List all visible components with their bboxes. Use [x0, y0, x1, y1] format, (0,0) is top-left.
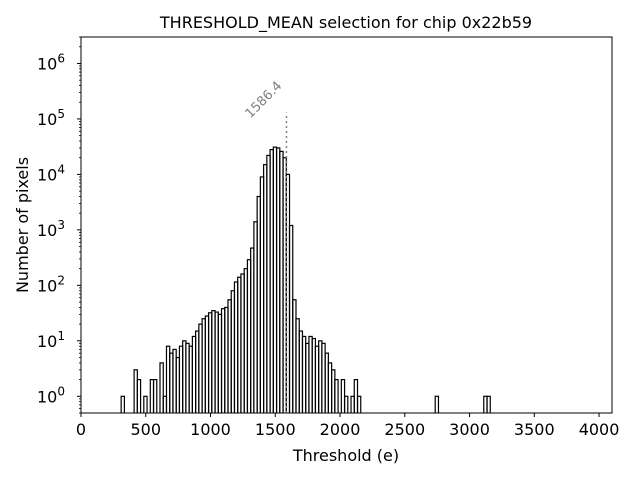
histogram-bin	[483, 395, 488, 413]
x-tick-label: 3500	[514, 420, 555, 439]
x-tick-label: 3000	[449, 420, 490, 439]
y-tick-label: 100	[37, 384, 65, 406]
histogram-bin	[120, 395, 125, 413]
histogram-bars	[120, 146, 491, 413]
histogram-bin	[434, 395, 440, 413]
y-tick-label: 101	[37, 329, 65, 351]
x-tick-label: 500	[130, 420, 161, 439]
histogram-bin	[334, 379, 339, 413]
x-tick-label: 1500	[255, 420, 296, 439]
x-tick-label: 0	[76, 420, 86, 439]
histogram-bin	[350, 395, 355, 413]
histogram-bin	[486, 395, 491, 413]
y-tick-label: 103	[37, 218, 65, 240]
y-tick-label: 105	[37, 107, 65, 129]
histogram-bin	[143, 395, 148, 413]
y-tick-label: 106	[37, 51, 65, 73]
histogram-bin	[152, 379, 158, 413]
selection-line-label: 1586.4	[243, 79, 286, 122]
plot-area: 1586.4 0 500 1000 1500 2000 2500 3000 3500 4000 10…	[37, 36, 620, 439]
y-tick-label: 102	[37, 273, 65, 295]
x-tick-label: 2500	[384, 420, 425, 439]
x-axis-title: Threshold (e)	[292, 446, 399, 465]
histogram-bin	[162, 395, 168, 413]
histogram-bin	[343, 395, 349, 413]
x-tick-label: 2000	[320, 420, 361, 439]
x-tick-label: 4000	[579, 420, 620, 439]
y-axis-title: Number of pixels	[13, 157, 32, 293]
chart-title: THRESHOLD_MEAN selection for chip 0x22b5…	[159, 13, 532, 33]
y-tick-label: 104	[37, 162, 65, 184]
plot-frame	[80, 36, 613, 414]
x-tick-label: 1000	[190, 420, 231, 439]
histogram-bin	[356, 395, 362, 413]
histogram-bin	[136, 379, 142, 413]
